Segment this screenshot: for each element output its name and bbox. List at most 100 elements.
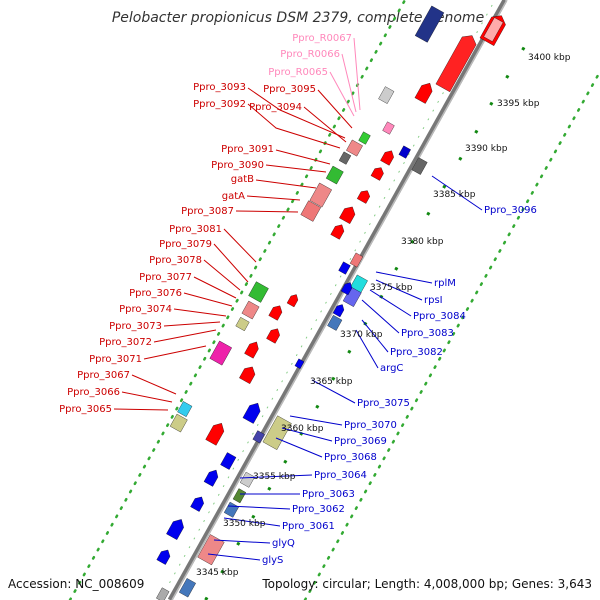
gene-arrow bbox=[340, 282, 353, 296]
gene-label: Ppro_3084 bbox=[413, 311, 466, 322]
gene-feature bbox=[242, 402, 261, 424]
gene-label: Ppro_3090 bbox=[211, 160, 264, 171]
gene-label: Ppro_3065 bbox=[59, 404, 112, 415]
leader-line bbox=[143, 345, 207, 360]
gene-block bbox=[294, 358, 305, 369]
gene-arrow bbox=[286, 294, 299, 308]
gene-feature bbox=[380, 150, 394, 166]
gene-block bbox=[358, 131, 371, 145]
map-title: Pelobacter propionicus DSM 2379, complet… bbox=[112, 10, 484, 26]
leader-line bbox=[223, 228, 257, 263]
gene-label: Ppro_3078 bbox=[149, 255, 202, 266]
gene-features bbox=[156, 5, 506, 600]
gene-label: argC bbox=[380, 363, 403, 374]
gene-feature bbox=[232, 488, 247, 504]
scale-tick bbox=[283, 459, 288, 464]
gene-label: Ppro_3076 bbox=[129, 288, 182, 299]
gene-block bbox=[197, 534, 225, 566]
gene-feature bbox=[327, 314, 343, 331]
gene-feature bbox=[414, 82, 433, 104]
gene-block bbox=[252, 430, 265, 444]
gene-feature bbox=[309, 182, 332, 208]
gene-feature bbox=[169, 413, 188, 433]
gene-arrow bbox=[435, 35, 477, 93]
leader-line bbox=[375, 279, 423, 301]
leader-line bbox=[235, 210, 299, 213]
genome-backbone-highlight bbox=[171, 0, 508, 600]
gene-feature bbox=[239, 366, 256, 384]
gene-label: Ppro_3074 bbox=[119, 304, 172, 315]
gene-feature bbox=[339, 206, 356, 224]
scale-tick bbox=[458, 156, 463, 161]
leader-line bbox=[121, 391, 173, 403]
leader-line bbox=[153, 329, 217, 343]
scale-label: 3390 kbp bbox=[465, 144, 508, 154]
scale-label: 3350 kbp bbox=[223, 519, 266, 529]
gene-block bbox=[248, 281, 269, 303]
dotted-line bbox=[68, 0, 407, 600]
gene-label: Ppro_3081 bbox=[169, 224, 222, 235]
gene-arrow bbox=[166, 519, 184, 540]
gene-feature bbox=[244, 341, 259, 359]
gene-block bbox=[156, 587, 170, 600]
gene-feature bbox=[370, 167, 384, 181]
scale-tick bbox=[505, 74, 510, 79]
gene-block bbox=[325, 165, 344, 185]
leader-line bbox=[239, 474, 313, 479]
gene-block bbox=[169, 413, 188, 433]
gene-feature bbox=[325, 165, 344, 185]
leader-line bbox=[341, 53, 357, 113]
gene-feature bbox=[268, 305, 283, 321]
leader-line bbox=[183, 292, 233, 307]
scale-label: 3400 kbp bbox=[528, 53, 571, 63]
gene-label: Ppro_3093 bbox=[193, 82, 246, 93]
gene-arrow bbox=[156, 549, 171, 565]
label-leader-lines bbox=[113, 37, 483, 561]
gene-feature bbox=[349, 252, 364, 268]
gene-feature bbox=[156, 549, 171, 565]
gene-feature bbox=[414, 5, 445, 43]
scale-tick bbox=[204, 596, 209, 600]
gene-block bbox=[346, 139, 363, 157]
gene-arrow bbox=[266, 328, 280, 344]
gene-feature bbox=[262, 415, 292, 450]
gene-label: gatB bbox=[231, 174, 254, 185]
gene-arrow bbox=[332, 304, 345, 318]
gene-label: Ppro_3075 bbox=[357, 398, 410, 409]
gene-arrow bbox=[244, 341, 259, 359]
gene-label: Ppro_3082 bbox=[390, 347, 443, 358]
gene-label: Ppro_R0065 bbox=[268, 67, 328, 78]
dotted-guide-lines bbox=[68, 0, 600, 600]
gene-block bbox=[177, 401, 193, 417]
scale-tick bbox=[347, 349, 352, 354]
accession-label: Accession: NC_008609 bbox=[8, 577, 144, 591]
gene-feature bbox=[294, 358, 305, 369]
gene-block bbox=[309, 182, 332, 208]
gene-block bbox=[262, 415, 292, 450]
gene-feature bbox=[382, 121, 395, 135]
gene-label: Ppro_3092 bbox=[193, 99, 246, 110]
rna-gene-labels: Ppro_R0067 Ppro_R0066 Ppro_R0065 bbox=[268, 33, 352, 78]
gene-label: Ppro_3073 bbox=[109, 321, 162, 332]
leader-line bbox=[329, 71, 355, 117]
gene-block bbox=[220, 452, 237, 470]
gene-arrow bbox=[203, 469, 219, 487]
gene-arrow bbox=[190, 496, 204, 512]
gene-feature bbox=[252, 430, 265, 444]
gene-label: Ppro_3064 bbox=[314, 470, 367, 481]
gene-block bbox=[414, 5, 445, 43]
gene-label: Ppro_3071 bbox=[89, 354, 142, 365]
gene-feature bbox=[266, 328, 280, 344]
scale-label: 3370 kbp bbox=[340, 330, 383, 340]
leader-line bbox=[163, 321, 221, 327]
gene-feature bbox=[338, 261, 351, 275]
gene-label: Ppro_3070 bbox=[344, 420, 397, 431]
leader-line bbox=[227, 505, 291, 510]
scale-tick bbox=[474, 129, 479, 134]
gene-block bbox=[378, 86, 395, 104]
gene-feature bbox=[190, 496, 204, 512]
scale-tick bbox=[331, 376, 336, 381]
gene-feature bbox=[358, 131, 371, 145]
leader-line bbox=[431, 175, 483, 211]
